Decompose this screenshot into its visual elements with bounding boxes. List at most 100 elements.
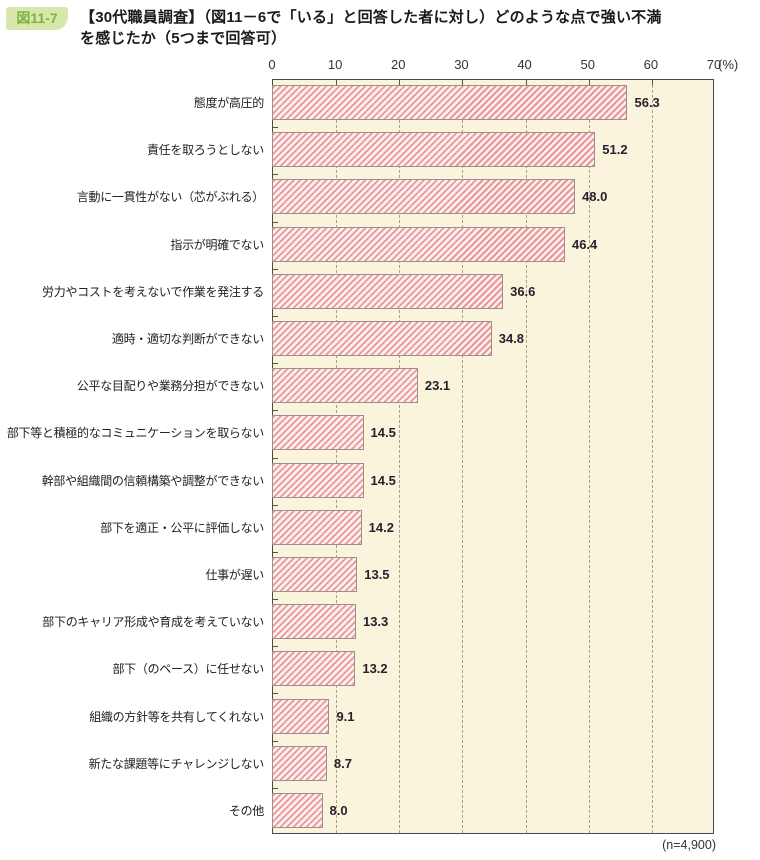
figure-title: 【30代職員調査】（図11－6で「いる」と回答した者に対し）どのような点で強い不…	[80, 7, 662, 49]
category-label: 公平な目配りや業務分担ができない	[76, 379, 265, 394]
bar	[272, 226, 565, 262]
y-axis-tick	[273, 221, 278, 223]
x-axis-tick-label: 40	[517, 57, 532, 72]
y-axis-tick	[273, 363, 278, 365]
category-label: 適時・適切な判断ができない	[111, 332, 264, 347]
bar	[272, 462, 364, 498]
x-axis-labels: 0 10 20 30 40 50 60 70 (%)	[0, 57, 760, 75]
bar	[272, 651, 356, 687]
value-label: 8.0	[329, 802, 348, 818]
bar	[272, 273, 504, 309]
x-axis-tick-label: 10	[327, 57, 343, 72]
gridline	[588, 80, 590, 833]
bar-row: 新たな課題等にチャレンジしない 8.7	[0, 740, 760, 787]
y-axis-tick	[273, 646, 278, 648]
x-axis-tick-label: 60	[643, 57, 659, 72]
category-label: 労力やコストを考えないで作業を発注する	[42, 284, 264, 299]
value-label: 9.1	[336, 708, 355, 724]
bar-row: 仕事が遅い 13.5	[0, 551, 760, 598]
value-label: 23.1	[424, 378, 451, 394]
x-axis-tick	[588, 80, 590, 85]
value-label: 14.5	[370, 472, 396, 488]
bar-row: 労力やコストを考えないで作業を発注する 36.6	[0, 268, 760, 315]
value-label: 8.7	[333, 755, 352, 771]
x-axis-tick-label: 0	[268, 57, 276, 72]
y-axis-tick	[273, 127, 278, 129]
x-axis-tick	[336, 80, 338, 85]
y-axis-tick	[273, 551, 278, 553]
x-axis-unit-label: (%)	[718, 57, 739, 72]
bar-row: 部下のキャリア形成や育成を考えていない 13.3	[0, 598, 760, 645]
bar	[272, 179, 576, 215]
x-axis-tick	[462, 80, 464, 85]
value-label: 14.5	[370, 425, 396, 441]
category-label: 部下等と積極的なコミュニケーションを取らない	[6, 426, 264, 441]
bar-row: 適時・適切な判断ができない 34.8	[0, 315, 760, 362]
bar-row: 指示が明確でない 46.4	[0, 221, 760, 268]
bar-row: 幹部や組織間の信頼構築や調整ができない 14.5	[0, 457, 760, 504]
category-label: 組織の方針等を共有してくれない	[89, 709, 264, 724]
value-label: 13.3	[362, 614, 389, 630]
gridline	[336, 80, 338, 833]
bar	[272, 604, 356, 640]
value-label: 36.6	[510, 283, 536, 299]
value-label: 14.2	[368, 519, 394, 535]
bar-row: 部下を適正・公平に評価しない 14.2	[0, 504, 760, 551]
category-label: 言動に一貫性がない（芯がぶれる）	[76, 190, 265, 205]
y-axis-tick	[273, 504, 278, 506]
category-label: 幹部や組織間の信頼構築や調整ができない	[41, 473, 265, 488]
bar-rows: 態度が高圧的 56.3 責任を取ろうとしない 51.2 言動に一貫性がない（芯がぶれる）…	[0, 79, 760, 834]
value-label: 56.3	[634, 95, 660, 111]
bar-row: 責任を取ろうとしない 51.2	[0, 126, 760, 173]
x-axis-tick-label: 70	[706, 57, 722, 72]
value-label: 46.4	[571, 236, 598, 252]
value-label: 51.2	[602, 142, 628, 158]
gridline	[399, 80, 401, 833]
gridline	[651, 80, 653, 833]
category-label: 指示が明確でない	[170, 237, 264, 252]
gridline	[462, 80, 464, 833]
y-axis-tick	[273, 457, 278, 459]
value-label: 34.8	[498, 331, 525, 347]
category-label: 部下のキャリア形成や育成を考えていない	[42, 615, 264, 630]
bar-row: 部下等と積極的なコミュニケーションを取らない 14.5	[0, 409, 760, 456]
bar	[272, 556, 358, 592]
figure-title-line1: 【30代職員調査】（図11－6で「いる」と回答した者に対し）どのような点で強い不…	[80, 9, 662, 26]
value-label: 48.0	[582, 189, 608, 205]
bar	[272, 85, 628, 121]
bar	[272, 415, 364, 451]
category-label: 仕事が遅い	[205, 567, 264, 582]
figure-title-line2: を感じたか（5つまで回答可）	[80, 30, 287, 47]
bar-row: その他 8.0	[0, 787, 760, 834]
y-axis-tick	[273, 740, 278, 742]
x-axis-tick-label: 30	[454, 57, 469, 72]
bar	[272, 509, 362, 545]
bar-row: 態度が高圧的 56.3	[0, 79, 760, 126]
y-axis-tick	[273, 693, 278, 695]
figure-badge: 図11-7	[6, 7, 68, 30]
category-label: 責任を取ろうとしない	[146, 143, 264, 158]
category-label: 部下（のペース）に任せない	[112, 662, 264, 677]
gridline	[525, 80, 527, 833]
category-label: 新たな課題等にチャレンジしない	[88, 756, 265, 771]
bar	[272, 792, 323, 828]
category-label: その他	[228, 803, 264, 818]
value-label: 13.2	[362, 661, 388, 677]
y-axis-tick	[273, 315, 278, 317]
y-axis-tick	[273, 410, 278, 412]
x-axis-tick-label: 50	[580, 57, 595, 72]
bar	[272, 132, 596, 168]
bar	[272, 745, 327, 781]
x-axis-tick	[525, 80, 527, 85]
x-axis-tick-label: 20	[391, 57, 406, 72]
bar-row: 組織の方針等を共有してくれない 9.1	[0, 692, 760, 739]
y-axis-tick	[273, 787, 278, 789]
category-label: 部下を適正・公平に評価しない	[100, 520, 264, 535]
y-axis-tick	[273, 599, 278, 601]
y-axis-tick	[273, 174, 278, 176]
bar	[272, 368, 418, 404]
bar-row: 言動に一貫性がない（芯がぶれる） 48.0	[0, 173, 760, 220]
y-axis-tick	[273, 268, 278, 270]
